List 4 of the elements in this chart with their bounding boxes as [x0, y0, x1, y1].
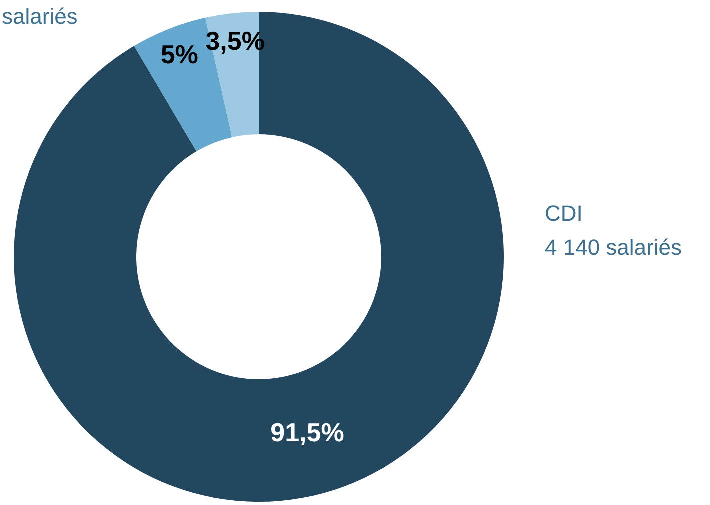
data-label: 5% — [160, 40, 198, 70]
data-label: 91,5% — [270, 417, 344, 448]
text: salariés — [2, 4, 78, 30]
slice-label: CDI 4 140 salariés — [545, 201, 682, 260]
